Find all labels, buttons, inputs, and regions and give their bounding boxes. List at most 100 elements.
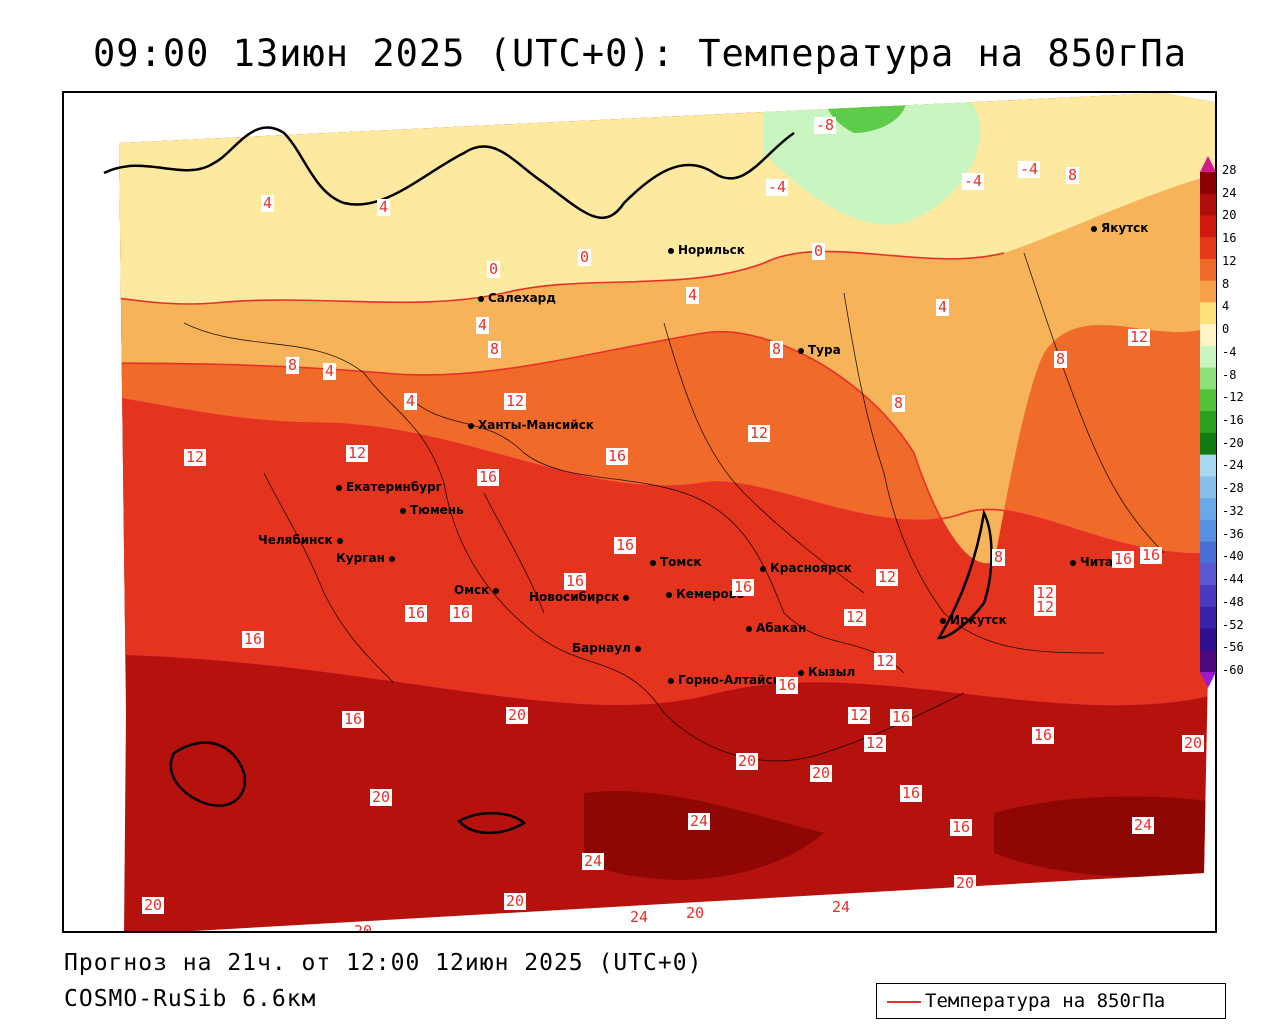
colorbar-top-arrow bbox=[1200, 156, 1216, 172]
colorbar-cell bbox=[1200, 585, 1216, 608]
isotherm-label: 20 bbox=[736, 752, 759, 770]
colorbar-tick-label: -44 bbox=[1222, 572, 1244, 587]
isotherm-label: 16 bbox=[900, 784, 923, 802]
city-irkutsk: Иркутск bbox=[940, 613, 1007, 627]
city-marker bbox=[1091, 225, 1097, 232]
isotherm-label: 0 bbox=[487, 260, 501, 278]
isotherm-label: -8 bbox=[814, 116, 837, 134]
city-kyzyl: Кызыл bbox=[798, 665, 855, 679]
city-omsk: Омск bbox=[454, 583, 500, 597]
colorbar-cell bbox=[1200, 454, 1216, 477]
city-marker bbox=[798, 347, 804, 354]
city-yekaterinburg: Екатеринбург bbox=[336, 480, 442, 494]
city-marker bbox=[468, 422, 474, 429]
colorbar-cell bbox=[1200, 237, 1216, 260]
colorbar-tick-label: 24 bbox=[1222, 185, 1237, 200]
isotherm-label: 4 bbox=[261, 194, 275, 212]
city-label: Тура bbox=[808, 343, 841, 357]
city-yakutsk: Якутск bbox=[1091, 221, 1148, 235]
isotherm-label: 16 bbox=[1140, 546, 1163, 564]
colorbar-cell bbox=[1200, 193, 1216, 216]
city-marker bbox=[336, 537, 343, 544]
city-marker bbox=[746, 625, 752, 632]
city-label: Новосибирск bbox=[529, 590, 620, 604]
city-tyumen: Тюмень bbox=[400, 503, 464, 517]
colorbar-tick-label: -40 bbox=[1222, 549, 1244, 564]
city-marker bbox=[400, 507, 406, 514]
city-marker bbox=[940, 617, 946, 624]
colorbar-tick-label: -12 bbox=[1222, 390, 1244, 405]
city-novosibirsk: Новосибирск bbox=[529, 590, 630, 604]
isotherm-label: 8 bbox=[992, 548, 1006, 566]
colorbar-cell bbox=[1200, 280, 1216, 303]
city-label: Кызыл bbox=[808, 665, 856, 679]
colorbar-cell bbox=[1200, 324, 1216, 347]
city-label: Абакан bbox=[756, 621, 807, 635]
city-label: Красноярск bbox=[770, 561, 852, 575]
isotherm-label: -4 bbox=[962, 172, 985, 190]
city-label: Горно-Алтайск bbox=[678, 673, 781, 687]
isotherm-label: 12 bbox=[848, 706, 871, 724]
colorbar-tick-label: 16 bbox=[1222, 231, 1237, 246]
colorbar-tick-label: -32 bbox=[1222, 503, 1244, 518]
isotherm-label: 8 bbox=[488, 340, 502, 358]
colorbar-tick-label: 12 bbox=[1222, 253, 1237, 268]
colorbar-tick-label: 0 bbox=[1222, 322, 1230, 337]
temperature-map bbox=[103, 93, 1215, 931]
isotherm-label: -4 bbox=[1018, 160, 1041, 178]
isotherm-label: 8 bbox=[1066, 166, 1080, 184]
city-marker bbox=[388, 555, 395, 562]
isotherm-label: 20 bbox=[142, 896, 165, 914]
colorbar-bottom-arrow bbox=[1200, 672, 1216, 688]
isotherm-label: 20 bbox=[1182, 734, 1205, 752]
isotherm-label: 16 bbox=[242, 630, 265, 648]
city-marker bbox=[668, 677, 674, 684]
city-label: Ханты-Мансийск bbox=[478, 418, 594, 432]
isotherm-label: 20 bbox=[504, 892, 527, 910]
isotherm-label: 16 bbox=[890, 708, 913, 726]
isotherm-label: 16 bbox=[732, 578, 755, 596]
isotherm-label: 20 bbox=[954, 874, 977, 892]
isotherm-label: 24 bbox=[628, 908, 651, 926]
city-marker bbox=[666, 591, 672, 598]
colorbar-tick-label: -8 bbox=[1222, 367, 1237, 382]
isotherm-label: 16 bbox=[950, 818, 973, 836]
isotherm-label: 8 bbox=[286, 356, 300, 374]
city-marker bbox=[760, 565, 766, 572]
colorbar-tick-label: -56 bbox=[1222, 640, 1244, 655]
city-kemerovo: Кемерово bbox=[666, 587, 745, 601]
isotherm-label: 24 bbox=[688, 812, 711, 830]
colorbar-cell bbox=[1200, 628, 1216, 651]
city-marker bbox=[1070, 559, 1076, 566]
colorbar-tick-label: -60 bbox=[1222, 663, 1244, 677]
city-label: Тюмень bbox=[410, 503, 464, 517]
isotherm-label: 12 bbox=[184, 448, 207, 466]
city-salekhard: Салехард bbox=[478, 291, 556, 305]
isotherm-label: 20 bbox=[810, 764, 833, 782]
isotherm-label: 4 bbox=[404, 392, 418, 410]
colorbar-tick-label: -24 bbox=[1222, 458, 1244, 473]
isotherm-label: 20 bbox=[352, 923, 375, 931]
isotherm-label: 16 bbox=[477, 468, 500, 486]
city-label: Томск bbox=[660, 555, 702, 569]
city-marker bbox=[798, 669, 804, 676]
city-marker bbox=[634, 645, 641, 652]
colorbar-cell bbox=[1200, 519, 1216, 543]
city-marker bbox=[336, 484, 342, 491]
isotherm-label: -4 bbox=[766, 178, 789, 196]
legend-label: Температура на 850гПа bbox=[925, 990, 1166, 1012]
colorbar-cell bbox=[1200, 650, 1216, 673]
colorbar-tick-label: 4 bbox=[1222, 299, 1230, 314]
isotherm-label: 16 bbox=[564, 572, 587, 590]
colorbar-cells bbox=[1200, 172, 1216, 673]
isotherm-label: 20 bbox=[506, 706, 529, 724]
colorbar-cell bbox=[1200, 432, 1216, 456]
city-tura: Тура bbox=[798, 343, 841, 357]
city-marker bbox=[623, 594, 630, 601]
legend: Температура на 850гПа bbox=[876, 983, 1226, 1019]
isotherm-label: 16 bbox=[606, 447, 629, 465]
city-abakan: Абакан bbox=[746, 621, 806, 635]
city-label: Салехард bbox=[488, 291, 556, 305]
isotherm-label: 16 bbox=[1112, 550, 1135, 568]
colorbar-tick-label: -16 bbox=[1222, 413, 1244, 427]
